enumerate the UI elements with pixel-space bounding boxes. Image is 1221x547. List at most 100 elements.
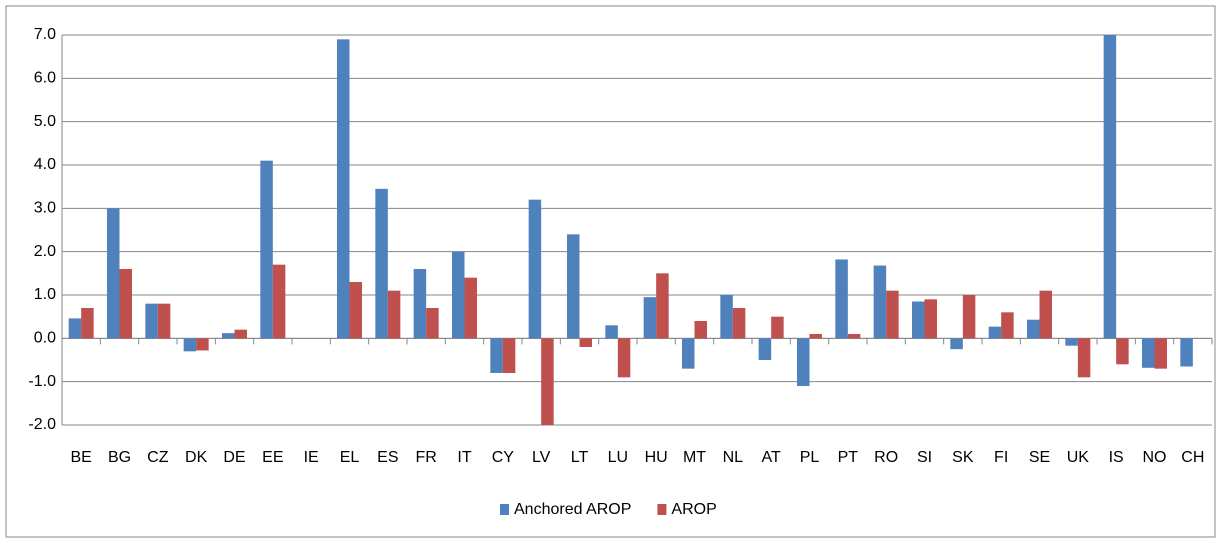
x-tick-label: BE <box>70 449 91 466</box>
bar <box>847 334 861 339</box>
bar <box>809 334 822 339</box>
x-tick-label: PT <box>838 449 859 466</box>
bar <box>912 301 925 339</box>
bar <box>873 265 887 339</box>
bar <box>541 338 554 425</box>
bar <box>771 316 784 339</box>
bar <box>375 188 388 339</box>
legend-swatch <box>657 504 667 515</box>
bar <box>490 338 503 373</box>
y-tick-label: 5.0 <box>34 113 56 130</box>
y-tick-label: 3.0 <box>34 200 56 217</box>
x-tick-label: IT <box>457 449 471 466</box>
x-tick-label: HU <box>645 449 668 466</box>
bar <box>157 303 171 339</box>
bar <box>1116 338 1129 365</box>
bar <box>1103 35 1117 339</box>
x-tick-label: IE <box>304 449 319 466</box>
bar <box>758 338 772 360</box>
bar <box>337 39 350 339</box>
x-tick-label: AT <box>762 449 781 466</box>
y-tick-label: -1.0 <box>28 373 56 390</box>
x-tick-label: FR <box>416 449 437 466</box>
bar <box>145 303 158 339</box>
bar <box>426 308 439 339</box>
bar <box>962 295 976 339</box>
y-tick-label: 2.0 <box>34 243 56 260</box>
legend-label: Anchored AROP <box>514 501 631 518</box>
bar <box>413 269 427 339</box>
bar <box>1027 319 1040 339</box>
x-tick-label: SE <box>1029 449 1050 466</box>
bar <box>196 338 209 351</box>
bar <box>464 277 477 339</box>
x-tick-label: CZ <box>147 449 169 466</box>
x-tick-label: LT <box>571 449 589 466</box>
x-tick-label: PL <box>800 449 820 466</box>
y-tick-label: 0.0 <box>34 330 56 347</box>
y-tick-label: 4.0 <box>34 156 56 173</box>
x-tick-label: DE <box>223 449 245 466</box>
bar <box>1142 338 1155 368</box>
bar <box>656 273 669 339</box>
x-tick-label: BG <box>108 449 131 466</box>
y-tick-label: -2.0 <box>28 416 56 433</box>
bar <box>988 326 1002 339</box>
bar <box>567 234 580 339</box>
bar <box>617 338 631 378</box>
bar <box>835 259 848 339</box>
bar <box>502 338 516 373</box>
bar <box>950 338 963 350</box>
bar <box>720 295 733 339</box>
bar <box>349 282 362 339</box>
x-tick-label: MT <box>683 449 706 466</box>
y-tick-label: 7.0 <box>34 26 56 43</box>
bar <box>222 333 235 339</box>
x-tick-label: NL <box>723 449 744 466</box>
x-tick-label: EL <box>340 449 360 466</box>
bar <box>387 290 401 339</box>
bar <box>260 160 273 339</box>
bar <box>797 338 810 386</box>
bar <box>183 338 197 352</box>
x-tick-label: CY <box>492 449 515 466</box>
bar <box>528 199 542 339</box>
legend-swatch <box>500 504 509 515</box>
y-tick-label: 6.0 <box>34 70 56 87</box>
bar <box>234 329 247 339</box>
x-tick-label: LV <box>532 449 551 466</box>
bar <box>886 290 899 339</box>
bar <box>694 321 707 339</box>
x-tick-label: CH <box>1181 449 1204 466</box>
bar <box>682 338 695 369</box>
bar <box>107 208 120 339</box>
bar <box>1039 290 1052 339</box>
bar <box>924 299 937 339</box>
bar <box>579 338 592 347</box>
bar <box>1180 338 1193 367</box>
bar <box>1077 338 1091 378</box>
x-tick-label: EE <box>262 449 283 466</box>
bar <box>732 308 746 339</box>
bar <box>1154 338 1167 369</box>
bar <box>119 269 132 339</box>
x-tick-label: NO <box>1143 449 1167 466</box>
y-tick-label: 1.0 <box>34 286 56 303</box>
x-tick-label: IS <box>1109 449 1124 466</box>
bar <box>272 264 286 339</box>
bar <box>452 251 465 339</box>
bar <box>1001 312 1014 339</box>
bar <box>643 297 657 339</box>
x-tick-label: LU <box>608 449 628 466</box>
bar <box>1065 338 1078 346</box>
x-tick-label: DK <box>185 449 208 466</box>
x-tick-label: SK <box>952 449 974 466</box>
x-tick-label: UK <box>1067 449 1090 466</box>
x-tick-label: SI <box>917 449 932 466</box>
x-tick-label: FI <box>994 449 1008 466</box>
bar <box>81 308 94 339</box>
bar <box>605 325 618 339</box>
x-tick-label: ES <box>377 449 398 466</box>
chart-border <box>5 5 1216 538</box>
